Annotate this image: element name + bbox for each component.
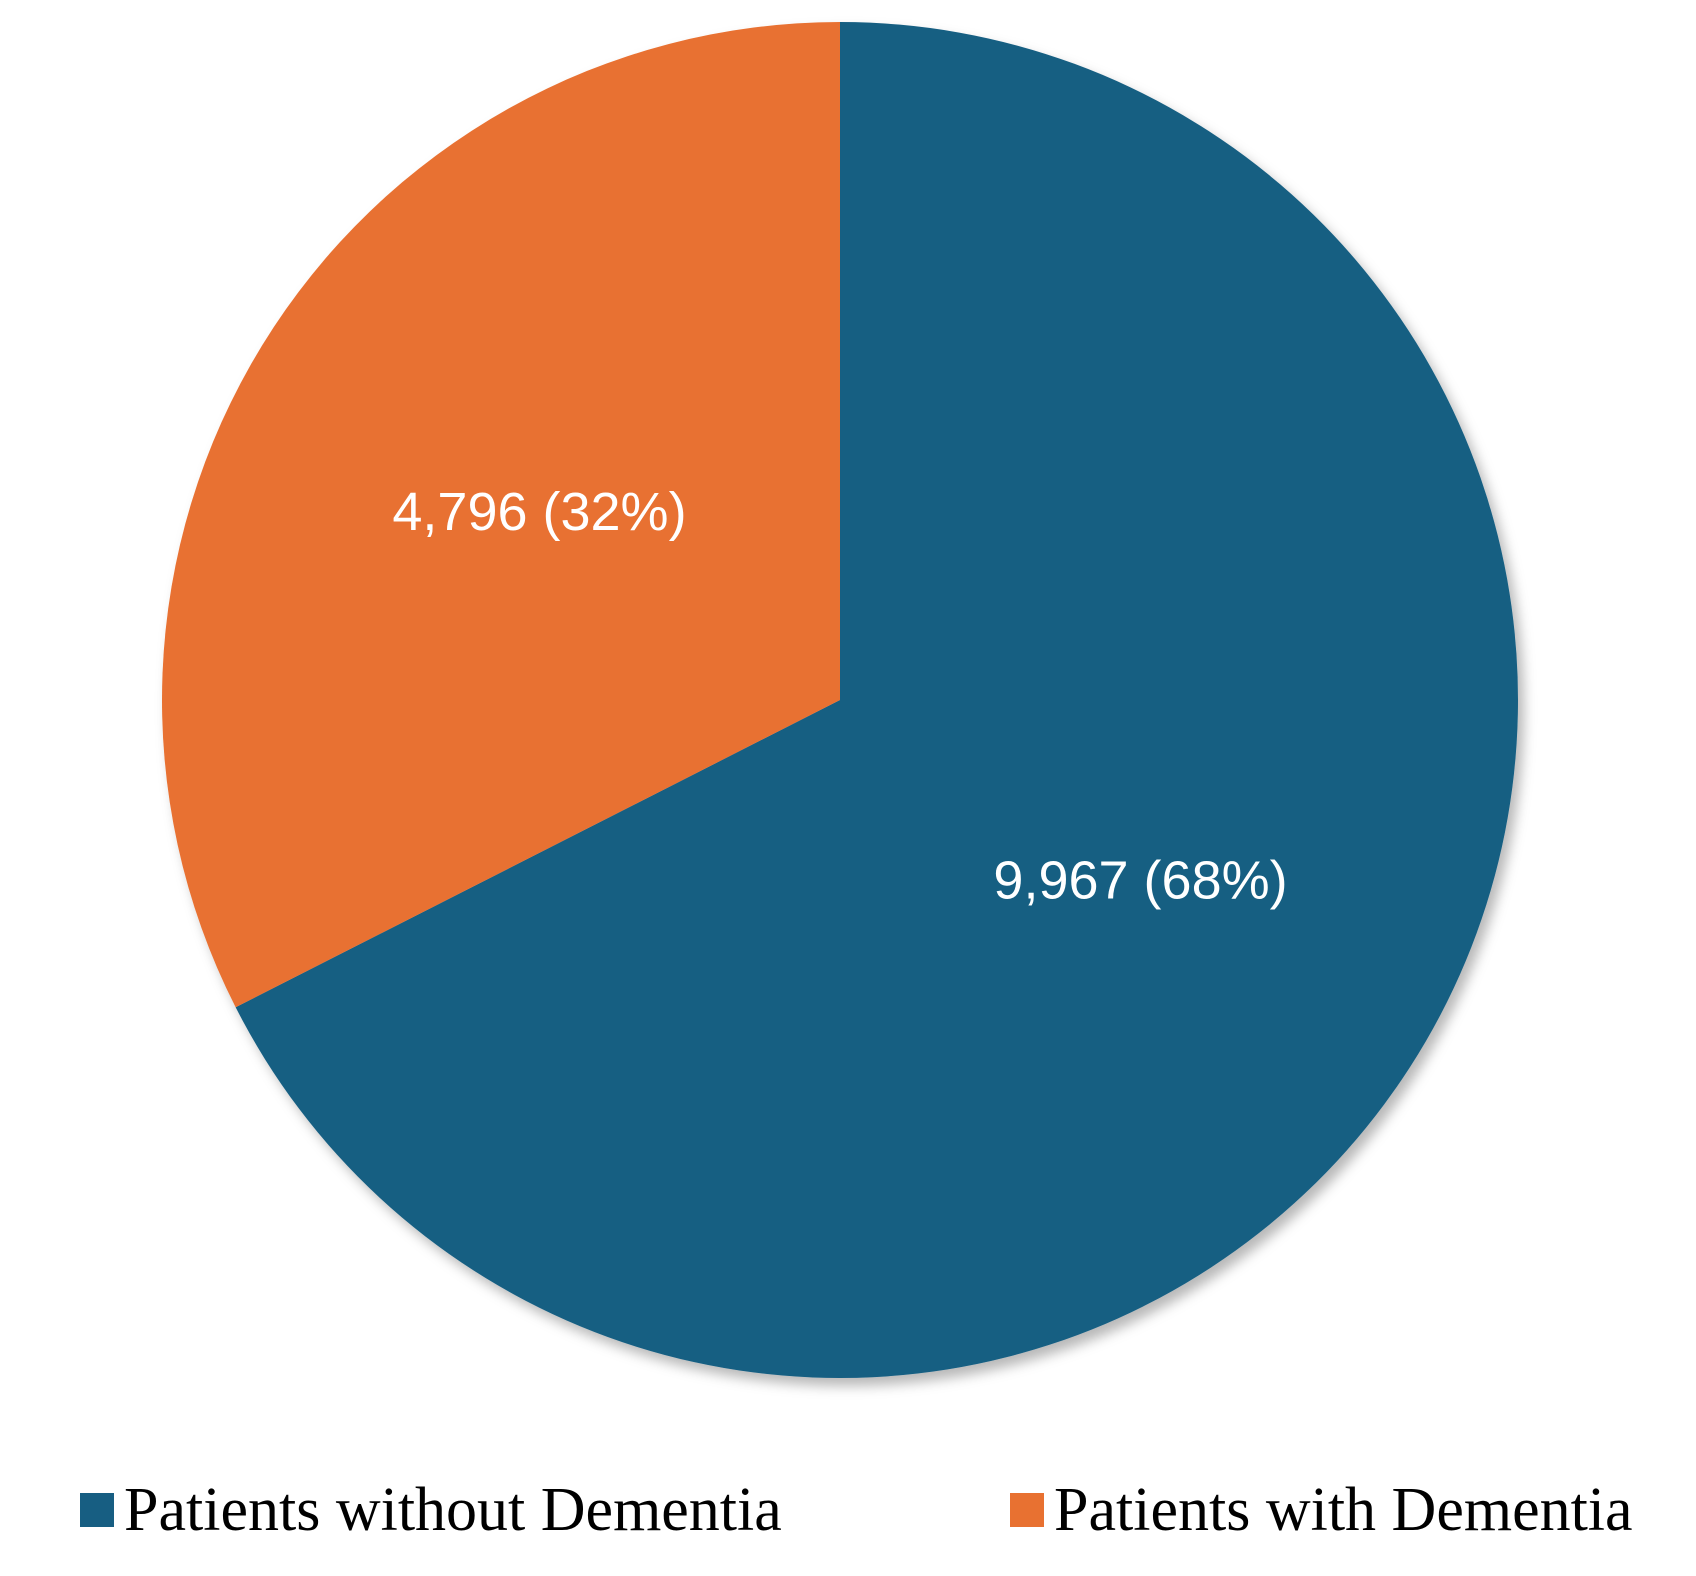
pie-slices: [161, 22, 1519, 1378]
pie-chart: 9,967 (68%) 4,796 (32%): [161, 22, 1519, 1378]
legend-label-with-dementia: Patients with Dementia: [1054, 1476, 1633, 1544]
pie-slice-with-dementia: [161, 22, 841, 1008]
pie-slice-without-dementia: [235, 22, 1519, 1378]
legend-label-without-dementia: Patients without Dementia: [124, 1476, 782, 1544]
legend-swatch-with-dementia: [1010, 1493, 1044, 1527]
data-label-without-dementia: 9,967 (68%): [993, 851, 1287, 911]
legend-item-with-dementia: Patients with Dementia: [1010, 1470, 1633, 1550]
legend-swatch-without-dementia: [80, 1493, 114, 1527]
legend-item-without-dementia: Patients without Dementia: [80, 1470, 782, 1550]
pie-data-labels: 9,967 (68%) 4,796 (32%): [392, 482, 1287, 911]
legend: Patients without Dementia Patients with …: [0, 1470, 1696, 1550]
data-label-with-dementia: 4,796 (32%): [392, 482, 686, 542]
